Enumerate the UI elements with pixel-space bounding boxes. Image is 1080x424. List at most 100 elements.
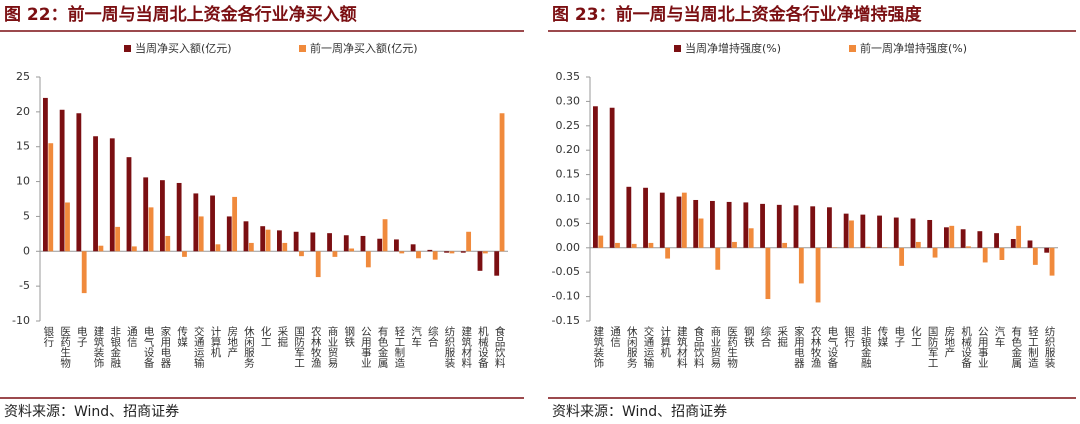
legend-swatch bbox=[299, 45, 306, 52]
x-tick-label: 通信 bbox=[126, 326, 138, 348]
bar bbox=[643, 187, 648, 248]
bar bbox=[915, 241, 921, 248]
y-tick-label: 0.20 bbox=[556, 143, 581, 156]
bar bbox=[43, 97, 48, 252]
bar bbox=[710, 200, 715, 248]
x-tick-label: 电子 bbox=[76, 325, 88, 347]
bar bbox=[810, 206, 816, 248]
x-tick-label: 休闲服务 bbox=[243, 326, 255, 369]
x-tick-label: 建筑材料 bbox=[676, 325, 688, 369]
x-tick-label: 机械设备 bbox=[960, 325, 972, 369]
bar bbox=[665, 247, 671, 259]
bar bbox=[427, 249, 433, 252]
bar bbox=[860, 214, 866, 248]
x-tick-label: 商业贸易 bbox=[709, 325, 721, 369]
bar bbox=[1027, 240, 1033, 248]
x-tick-label: 电气设备 bbox=[143, 325, 155, 369]
y-tick-label: 15 bbox=[16, 140, 30, 153]
y-tick-label: 25 bbox=[16, 70, 30, 83]
bar bbox=[265, 229, 271, 252]
bar bbox=[1016, 225, 1022, 248]
x-tick-label: 纺织服装 bbox=[1044, 325, 1056, 369]
bar bbox=[131, 246, 137, 252]
bar bbox=[977, 231, 983, 248]
x-tick-label: 公用事业 bbox=[977, 326, 989, 368]
bar bbox=[615, 242, 620, 248]
bar bbox=[659, 192, 665, 248]
bar bbox=[193, 193, 199, 252]
bar bbox=[282, 242, 288, 252]
bar bbox=[59, 109, 65, 252]
x-tick-label: 计算机 bbox=[659, 325, 671, 358]
bar bbox=[999, 247, 1005, 260]
bar bbox=[248, 242, 254, 252]
bar bbox=[182, 251, 187, 257]
bar bbox=[277, 230, 282, 252]
bar bbox=[48, 143, 54, 252]
bar bbox=[499, 113, 505, 252]
y-tick-label: -5 bbox=[19, 279, 30, 292]
bar bbox=[966, 246, 971, 248]
bar bbox=[626, 186, 632, 248]
bar bbox=[827, 207, 832, 248]
bar bbox=[126, 157, 132, 252]
bar bbox=[631, 243, 637, 248]
x-tick-label: 农林牧渔 bbox=[310, 325, 322, 369]
y-tick-label: 20 bbox=[16, 105, 30, 118]
x-tick-label: 机械设备 bbox=[477, 325, 489, 369]
bar bbox=[715, 247, 721, 270]
bar bbox=[843, 213, 849, 248]
x-tick-label: 有色金属 bbox=[377, 325, 389, 369]
chart-title: 图 23：前一周与当周北上资金各行业净增持强度 bbox=[552, 4, 923, 25]
bar bbox=[416, 251, 421, 259]
bar bbox=[160, 180, 165, 252]
bar bbox=[782, 242, 788, 248]
bar bbox=[698, 218, 704, 248]
bar bbox=[293, 231, 299, 252]
x-tick-label: 家用电器 bbox=[793, 325, 805, 369]
bar bbox=[382, 219, 388, 252]
bar bbox=[477, 251, 483, 271]
bar bbox=[815, 247, 821, 303]
bar bbox=[1044, 247, 1050, 253]
x-tick-label: 纺织服装 bbox=[444, 325, 456, 369]
chart-title: 图 22：前一周与当周北上资金各行业净买入额 bbox=[4, 4, 357, 25]
bar bbox=[949, 225, 955, 248]
y-tick-label: 0.00 bbox=[556, 241, 581, 254]
bar bbox=[98, 245, 104, 252]
bar bbox=[494, 251, 500, 276]
bar bbox=[93, 136, 98, 252]
y-tick-label: -10 bbox=[12, 314, 30, 327]
x-tick-label: 传媒 bbox=[877, 326, 889, 348]
bar bbox=[176, 182, 182, 252]
x-tick-label: 电子 bbox=[893, 325, 905, 347]
bar bbox=[932, 247, 938, 258]
bar bbox=[681, 192, 687, 248]
x-tick-label: 非银金融 bbox=[860, 326, 872, 369]
y-tick-label: 0.30 bbox=[556, 94, 581, 107]
x-tick-label: 化工 bbox=[260, 325, 272, 347]
x-tick-label: 汽车 bbox=[410, 325, 422, 348]
legend-label: 前一周净增持强度(%) bbox=[860, 41, 967, 55]
bar bbox=[165, 235, 171, 252]
y-tick-label: -0.15 bbox=[552, 314, 580, 327]
legend-label: 当周净买入额(亿元) bbox=[135, 41, 232, 55]
bar bbox=[765, 247, 771, 300]
y-tick-label: 0 bbox=[23, 244, 30, 257]
x-tick-label: 钢铁 bbox=[343, 325, 355, 348]
bar bbox=[648, 242, 654, 248]
x-tick-label: 交通运输 bbox=[643, 325, 655, 369]
x-tick-label: 房地产 bbox=[943, 325, 955, 358]
x-tick-label: 银行 bbox=[42, 325, 54, 348]
y-tick-label: 10 bbox=[16, 175, 30, 188]
x-tick-label: 电气设备 bbox=[826, 325, 838, 369]
bar bbox=[343, 235, 349, 252]
bar bbox=[115, 226, 121, 252]
x-tick-label: 食品饮料 bbox=[494, 325, 506, 369]
bar bbox=[365, 251, 371, 268]
x-tick-label: 商业贸易 bbox=[327, 325, 339, 369]
x-tick-label: 银行 bbox=[843, 325, 855, 348]
bar bbox=[332, 251, 338, 257]
bar bbox=[210, 195, 215, 252]
bar bbox=[609, 107, 615, 248]
